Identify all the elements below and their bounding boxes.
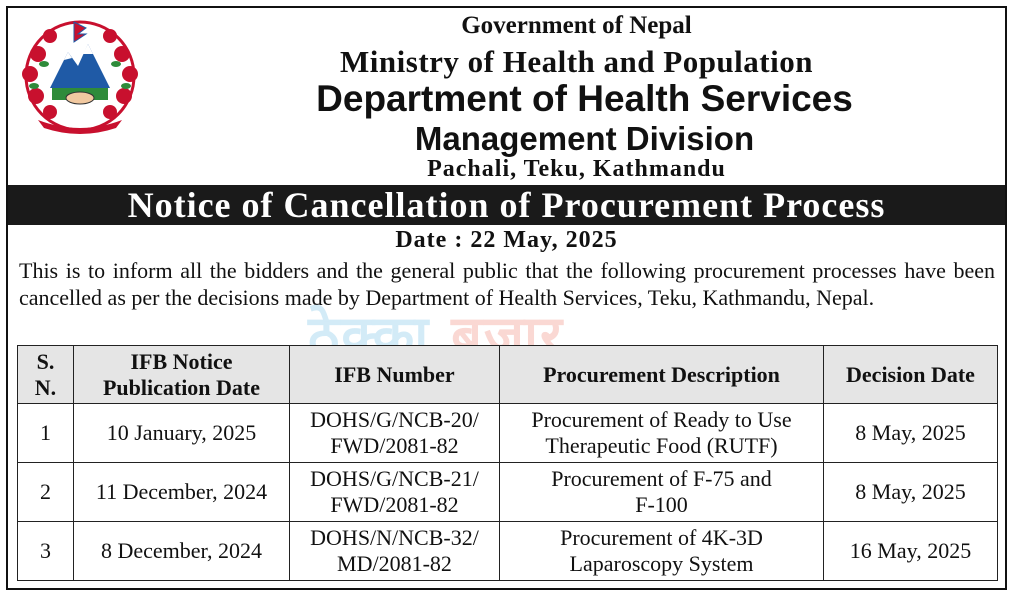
col-ifb-number: IFB Number (289, 345, 500, 404)
header-ministry: Ministry of Health and Population (340, 44, 813, 79)
table-row: 2 11 December, 2024 DOHS/G/NCB-21/FWD/20… (17, 462, 998, 522)
cell-sn: 1 (17, 403, 74, 463)
cell-description: Procurement of F-75 and F-100 (499, 462, 824, 522)
notice-title: Notice of Cancellation of Procurement Pr… (8, 185, 1005, 225)
header-government: Government of Nepal (461, 12, 692, 39)
cell-publication-date: 10 January, 2025 (73, 403, 290, 463)
cell-ifb-number: DOHS/G/NCB-20/FWD/2081-82 (289, 403, 500, 463)
cell-decision-date: 8 May, 2025 (823, 462, 998, 522)
table-header-row: S. N. IFB Notice Publication Date IFB Numb… (17, 345, 998, 404)
cell-publication-date: 11 December, 2024 (73, 462, 290, 522)
col-description: Procurement Description (499, 345, 824, 404)
header-division: Management Division (414, 120, 755, 157)
col-sn: S. N. (17, 345, 74, 404)
cell-sn: 3 (17, 521, 74, 581)
cell-description: Procurement of Ready to Use Therapeutic F… (499, 403, 824, 463)
cell-publication-date: 8 December, 2024 (73, 521, 290, 581)
notice-document: Government of Nepal Ministry of Health a… (6, 6, 1007, 590)
col-decision-date: Decision Date (823, 345, 998, 404)
intro-paragraph: This is to inform all the bidders and th… (19, 258, 995, 310)
header-department: Department of Health Services (316, 78, 853, 119)
procurement-table: S. N. IFB Notice Publication Date IFB Numb… (17, 345, 998, 581)
table-row: 1 10 January, 2025 DOHS/G/NCB-20/FWD/208… (17, 403, 998, 463)
cell-description: Procurement of 4K-3D Laparoscopy System (499, 521, 824, 581)
header-address: Pachali, Teku, Kathmandu (427, 156, 726, 182)
cell-ifb-number: DOHS/N/NCB-32/MD/2081-82 (289, 521, 500, 581)
cell-sn: 2 (17, 462, 74, 522)
cell-decision-date: 8 May, 2025 (823, 403, 998, 463)
col-publication-date: IFB Notice Publication Date (73, 345, 290, 404)
table-row: 3 8 December, 2024 DOHS/N/NCB-32/MD/2081… (17, 521, 998, 581)
cell-ifb-number: DOHS/G/NCB-21/FWD/2081-82 (289, 462, 500, 522)
notice-date: Date : 22 May, 2025 (395, 227, 618, 253)
nepal-emblem-icon (22, 20, 138, 134)
cell-decision-date: 16 May, 2025 (823, 521, 998, 581)
